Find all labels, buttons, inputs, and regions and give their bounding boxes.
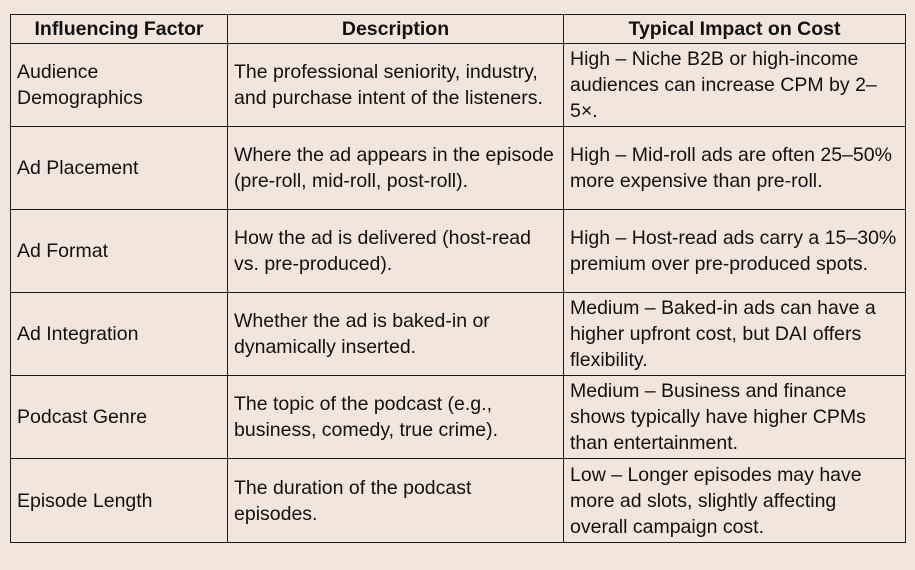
impact-cell: High – Niche B2B or high-income audience… — [563, 43, 906, 127]
header-impact: Typical Impact on Cost — [563, 14, 906, 44]
factor-cell: Audience Demographics — [10, 43, 228, 127]
description-cell: The professional seniority, industry, an… — [227, 43, 564, 127]
table-row: Ad Format How the ad is delivered (host-… — [10, 209, 906, 293]
description-cell: Whether the ad is baked-in or dynamicall… — [227, 292, 564, 376]
description-cell: Where the ad appears in the episode (pre… — [227, 126, 564, 210]
table-row: Audience Demographics The professional s… — [10, 43, 906, 127]
table-row: Episode Length The duration of the podca… — [10, 458, 906, 543]
table-container: Influencing Factor Description Typical I… — [10, 14, 906, 543]
table-row: Ad Integration Whether the ad is baked-i… — [10, 292, 906, 376]
impact-cell: Medium – Business and finance shows typi… — [563, 375, 906, 459]
impact-cell: High – Host-read ads carry a 15–30% prem… — [563, 209, 906, 293]
factor-cell: Podcast Genre — [10, 375, 228, 459]
table-row: Ad Placement Where the ad appears in the… — [10, 126, 906, 210]
description-cell: The topic of the podcast (e.g., business… — [227, 375, 564, 459]
description-cell: How the ad is delivered (host-read vs. p… — [227, 209, 564, 293]
description-cell: The duration of the podcast episodes. — [227, 458, 564, 543]
header-row: Influencing Factor Description Typical I… — [10, 14, 906, 44]
table-row: Podcast Genre The topic of the podcast (… — [10, 375, 906, 459]
header-factor: Influencing Factor — [10, 14, 228, 44]
impact-cell: Low – Longer episodes may have more ad s… — [563, 458, 906, 543]
cost-factors-table: Influencing Factor Description Typical I… — [10, 14, 906, 543]
header-description: Description — [227, 14, 564, 44]
factor-cell: Episode Length — [10, 458, 228, 543]
factor-cell: Ad Placement — [10, 126, 228, 210]
impact-cell: Medium – Baked-in ads can have a higher … — [563, 292, 906, 376]
factor-cell: Ad Integration — [10, 292, 228, 376]
impact-cell: High – Mid-roll ads are often 25–50% mor… — [563, 126, 906, 210]
factor-cell: Ad Format — [10, 209, 228, 293]
